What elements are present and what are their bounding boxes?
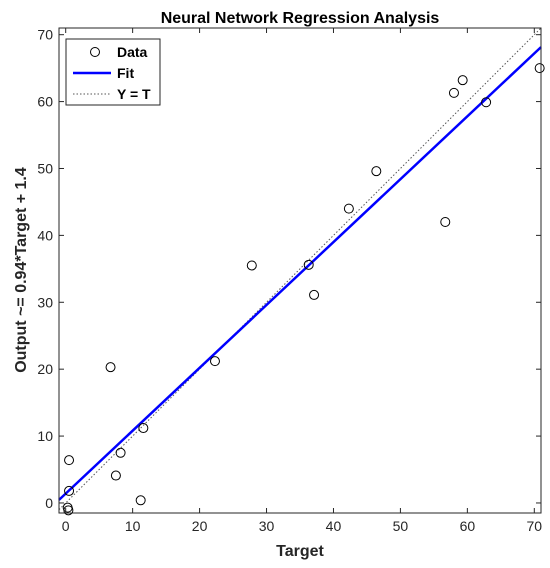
identity-line-layer xyxy=(58,27,542,511)
data-point xyxy=(64,485,75,496)
data-point xyxy=(64,455,75,466)
y-tick-label: 10 xyxy=(37,428,53,444)
legend-fit-label: Fit xyxy=(117,65,134,81)
x-tick-label: 20 xyxy=(192,518,208,534)
data-point xyxy=(343,203,354,214)
data-point xyxy=(457,75,468,86)
data-point xyxy=(309,289,320,300)
fit-line-layer xyxy=(58,46,542,501)
y-tick-label: 30 xyxy=(37,294,53,310)
axis-ticks: 0 10 20 30 40 50 60 70 0 10 20 30 40 50 60 70 xyxy=(37,27,542,534)
y-tick-label: 20 xyxy=(37,361,53,377)
data-point xyxy=(303,259,314,270)
fit-line xyxy=(58,46,542,501)
data-point xyxy=(481,97,492,108)
x-axis-title: Target xyxy=(276,543,324,560)
identity-line xyxy=(58,27,542,511)
x-tick-label: 70 xyxy=(527,518,543,534)
data-points xyxy=(62,63,545,516)
data-point xyxy=(209,356,220,367)
x-tick-label: 30 xyxy=(259,518,275,534)
data-point xyxy=(115,447,126,458)
data-point xyxy=(440,217,451,227)
data-point xyxy=(371,166,382,177)
legend: Data Fit Y = T xyxy=(65,38,161,106)
plot-frame xyxy=(58,27,542,514)
y-tick-label: 0 xyxy=(45,495,53,511)
y-tick-label: 70 xyxy=(37,27,53,43)
y-axis-title: Output ~= 0.94*Target + 1.4 xyxy=(13,167,30,373)
y-tick-label: 50 xyxy=(37,160,53,176)
data-point xyxy=(63,505,74,516)
data-point xyxy=(246,260,257,271)
chart-title: Neural Network Regression Analysis xyxy=(161,10,440,27)
x-tick-label: 10 xyxy=(125,518,141,534)
data-point xyxy=(448,87,459,98)
legend-data-label: Data xyxy=(117,44,148,60)
legend-data-marker-icon xyxy=(90,47,100,57)
data-point xyxy=(110,470,121,481)
x-tick-label: 40 xyxy=(326,518,342,534)
data-point xyxy=(534,63,545,74)
data-point xyxy=(105,362,116,373)
y-tick-label: 40 xyxy=(37,227,53,243)
x-tick-label: 50 xyxy=(393,518,409,534)
y-tick-label: 60 xyxy=(37,94,53,110)
legend-identity-label: Y = T xyxy=(117,86,151,102)
data-point xyxy=(138,423,149,434)
x-tick-label: 0 xyxy=(62,518,70,534)
x-tick-label: 60 xyxy=(460,518,476,534)
data-point xyxy=(135,495,146,506)
